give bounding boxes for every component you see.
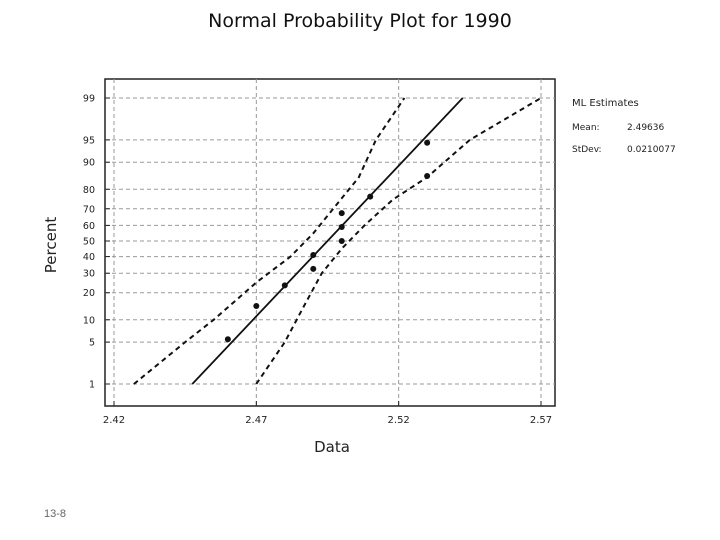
data-points (224, 139, 431, 343)
y-tick-label-60: 60 (83, 221, 95, 232)
y-tick-label-1: 1 (89, 380, 95, 391)
fit-line-group (191, 97, 464, 385)
confidence-bands (133, 97, 542, 385)
y-tick-label-70: 70 (83, 204, 95, 215)
data-point-11 (424, 139, 431, 146)
legend-stdev-label: StDev: (572, 145, 602, 155)
y-tick-label-99: 99 (83, 94, 95, 105)
legend-mean-label: Mean: (572, 123, 600, 133)
axis-ticks: 1 5 10 20 30 40 50 60 70 80 90 95 99 2.42 2.47 2.52 2.57 (83, 94, 552, 427)
x-tick-label-2.42: 2.42 (103, 415, 125, 426)
confidence-band-lower (255, 97, 542, 385)
legend-heading: ML Estimates (572, 98, 639, 109)
legend-stdev-value: 0.0210077 (627, 145, 676, 155)
slide-number: 13-8 (44, 508, 67, 520)
x-tick-label-2.52: 2.52 (388, 415, 410, 426)
chart-title: Normal Probability Plot for 1990 (208, 10, 512, 32)
x-axis-label: Data (314, 438, 350, 456)
data-point-8 (338, 210, 345, 217)
data-point-5 (310, 251, 317, 258)
grid (105, 79, 555, 406)
y-tick-label-40: 40 (83, 252, 95, 263)
y-tick-label-10: 10 (83, 315, 95, 326)
x-tick-label-2.57: 2.57 (530, 415, 552, 426)
data-point-10 (424, 172, 431, 179)
data-point-2 (253, 303, 260, 310)
confidence-band-upper (133, 97, 406, 385)
y-tick-label-80: 80 (83, 185, 95, 196)
data-point-7 (338, 224, 345, 231)
data-point-4 (310, 265, 317, 272)
y-tick-label-5: 5 (89, 338, 95, 349)
y-axis-label: Percent (42, 217, 60, 274)
legend-ml-estimates: ML Estimates Mean: 2.49636 StDev: 0.0210… (572, 98, 676, 155)
x-tick-label-2.47: 2.47 (245, 415, 267, 426)
data-point-6 (338, 238, 345, 244)
data-point-9 (367, 193, 374, 200)
y-tick-label-50: 50 (83, 237, 95, 248)
legend-mean-value: 2.49636 (627, 123, 664, 133)
y-tick-label-90: 90 (83, 158, 95, 169)
y-tick-label-20: 20 (83, 288, 95, 299)
y-tick-label-30: 30 (83, 269, 95, 280)
fit-line (191, 97, 464, 385)
data-point-3 (281, 282, 288, 289)
plot-frame (104, 78, 556, 407)
data-point-1 (224, 336, 231, 343)
y-tick-label-95: 95 (83, 135, 95, 146)
